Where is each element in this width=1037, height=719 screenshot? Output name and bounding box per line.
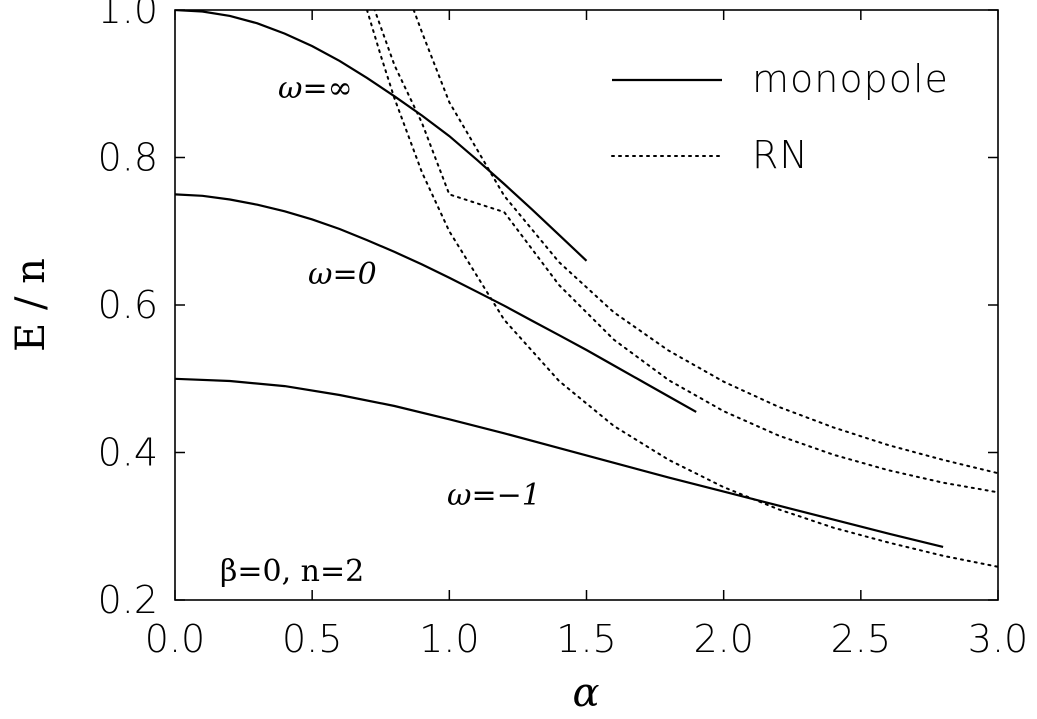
x-tick-label: 2.0 [693, 617, 753, 661]
y-tick-label: 0.6 [98, 283, 158, 327]
plot-area [175, 10, 998, 568]
annotation-omega-zero: ω=0 [308, 257, 377, 292]
rn-series-line [373, 10, 998, 494]
y-axis: 0.2 0.4 0.6 0.8 1.0 [98, 0, 998, 622]
x-tick-label: 0.5 [282, 617, 342, 661]
rn-series-line [366, 10, 998, 568]
x-axis: 0.0 0.5 1.0 1.5 2.0 2.5 3.0 [145, 10, 1028, 661]
x-axis-label: α [572, 670, 599, 716]
legend-label-monopole: monopole [752, 57, 949, 101]
rn-series-line [412, 10, 998, 475]
legend-label-rn: RN [752, 133, 809, 177]
x-tick-label: 2.5 [831, 617, 891, 661]
y-tick-label: 1.0 [98, 0, 158, 32]
x-tick-label: 0.0 [145, 617, 205, 661]
x-tick-label: 1.0 [419, 617, 479, 661]
legend: monopole RN [611, 57, 949, 177]
monopole-series-line [175, 10, 588, 262]
monopole-series-line [175, 193, 697, 413]
y-tick-label: 0.8 [98, 136, 158, 180]
annotation-omega-infinity: ω=∞ [278, 71, 353, 106]
x-tick-label: 3.0 [968, 617, 1028, 661]
y-tick-label: 0.4 [98, 431, 158, 475]
y-axis-label: E / n [8, 258, 54, 352]
x-tick-label: 1.5 [556, 617, 616, 661]
monopole-series-line [175, 377, 944, 548]
annotation-omega-minus-one: ω=−1 [447, 478, 541, 513]
annotation-beta-n: β=0, n=2 [220, 554, 364, 589]
y-tick-label: 0.2 [98, 578, 158, 622]
